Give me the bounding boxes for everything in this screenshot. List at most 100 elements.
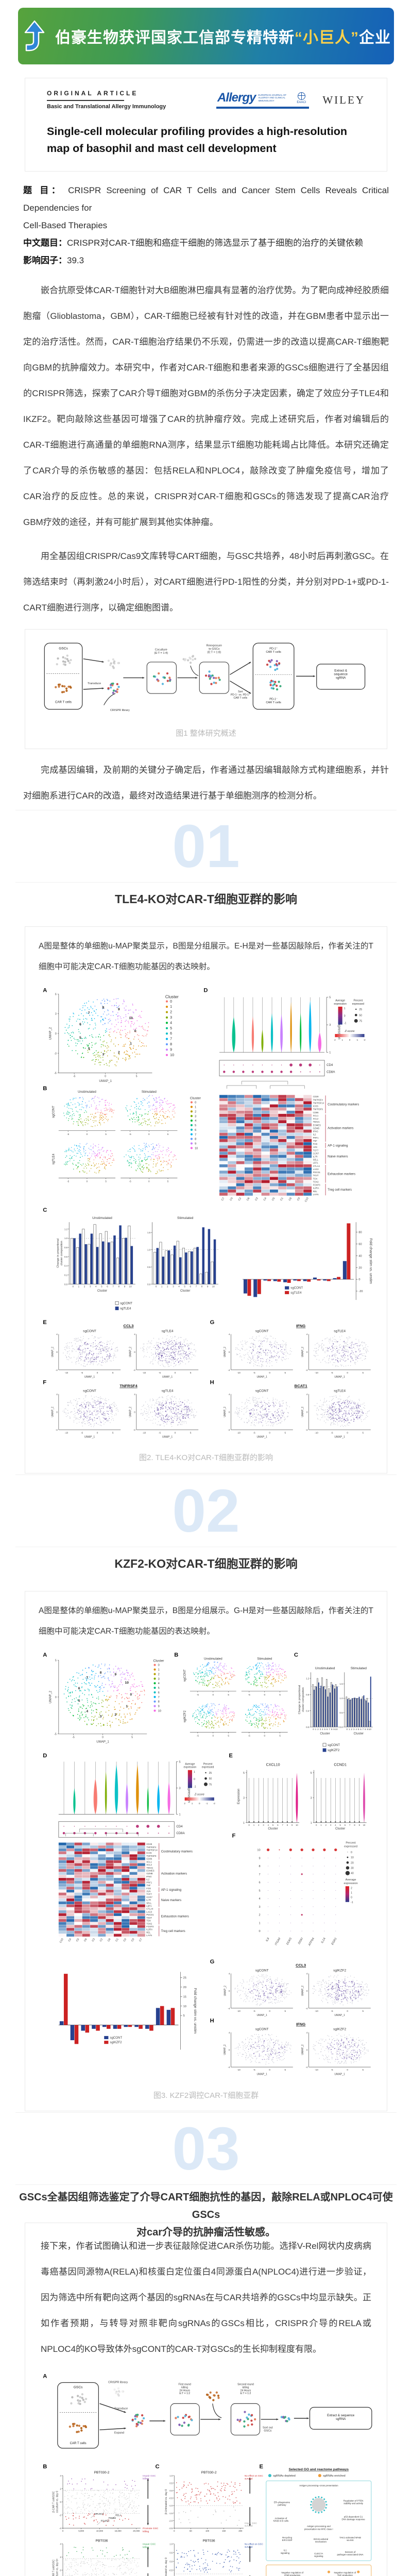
svg-text:Transduce: Transduce bbox=[88, 682, 101, 685]
svg-text:1.0: 1.0 bbox=[147, 1248, 151, 1251]
svg-text:0.2: 0.2 bbox=[64, 1274, 68, 1276]
svg-text:CAR T cells: CAR T cells bbox=[266, 701, 281, 704]
paper-meta: 题 目： CRISPR Screening of CAR T Cells and… bbox=[23, 182, 389, 269]
svg-text:-3: -3 bbox=[54, 1052, 57, 1055]
svg-text:UMAP_2: UMAP_2 bbox=[301, 1347, 304, 1358]
svg-text:FOS: FOS bbox=[313, 1143, 318, 1145]
svg-text:6: 6 bbox=[55, 993, 57, 996]
svg-text:2: 2 bbox=[170, 1010, 172, 1014]
svg-text:FOXP3: FOXP3 bbox=[313, 1183, 321, 1186]
svg-text:UMAP_1: UMAP_1 bbox=[162, 1376, 173, 1379]
svg-text:TCF7: TCF7 bbox=[313, 1149, 319, 1151]
svg-text:-5: -5 bbox=[81, 1371, 83, 1374]
svg-text:0: 0 bbox=[134, 1411, 135, 1413]
svg-text:1: 1 bbox=[78, 1285, 80, 1288]
svg-text:4: 4 bbox=[56, 1333, 58, 1335]
svg-text:5: 5 bbox=[362, 1371, 364, 1374]
svg-text:sgTLE4: sgTLE4 bbox=[52, 1153, 56, 1164]
svg-text:-10: -10 bbox=[143, 1371, 146, 1374]
svg-text:0: 0 bbox=[175, 1371, 176, 1374]
svg-text:2: 2 bbox=[195, 1110, 196, 1113]
section-03-title: GSCs全基因组筛选鉴定了介导CART细胞抗性的基因，敲除RELA或NPLOC4… bbox=[19, 2192, 393, 2239]
svg-text:-1: -1 bbox=[344, 1022, 347, 1025]
svg-text:CTLA4: CTLA4 bbox=[313, 1165, 320, 1167]
svg-text:C7: C7 bbox=[221, 1197, 226, 1201]
svg-text:5: 5 bbox=[167, 1180, 169, 1183]
svg-text:UMAP_2: UMAP_2 bbox=[129, 1347, 132, 1358]
svg-text:sgCONT: sgCONT bbox=[120, 1301, 132, 1305]
svg-text:XCL1: XCL1 bbox=[313, 1114, 319, 1117]
svg-text:0: 0 bbox=[97, 1431, 98, 1434]
svg-text:3: 3 bbox=[195, 1115, 196, 1118]
svg-text:Costimulatory markers: Costimulatory markers bbox=[328, 1103, 359, 1107]
impact-factor: 39.3 bbox=[67, 255, 84, 265]
figure3-description: A图是整体的单细胞u-MAP聚类显示，B图是分组展示。G-H是对一些基因敲除后，… bbox=[39, 1606, 373, 1636]
svg-text:PD-1⁻: PD-1⁻ bbox=[269, 698, 278, 701]
svg-text:PD-1⁻ vs. PD-1⁺: PD-1⁻ vs. PD-1⁺ bbox=[231, 693, 250, 697]
svg-text:40: 40 bbox=[358, 1255, 362, 1258]
svg-text:8: 8 bbox=[170, 1042, 172, 1046]
svg-text:expression: expression bbox=[334, 1003, 347, 1006]
svg-text:20: 20 bbox=[358, 1266, 362, 1269]
svg-text:0: 0 bbox=[87, 1133, 88, 1136]
svg-text:UMAP_2: UMAP_2 bbox=[49, 1027, 53, 1040]
svg-text:SELL: SELL bbox=[313, 1158, 319, 1161]
svg-text:5: 5 bbox=[195, 1124, 196, 1127]
svg-text:Stimulated: Stimulated bbox=[142, 1090, 157, 1094]
svg-text:-4: -4 bbox=[56, 1369, 58, 1371]
svg-text:GZMB: GZMB bbox=[313, 1127, 319, 1129]
svg-text:expressed: expressed bbox=[352, 1003, 365, 1006]
svg-text:4: 4 bbox=[195, 1120, 196, 1123]
svg-text:UMAP_1: UMAP_1 bbox=[84, 1435, 95, 1438]
svg-text:0: 0 bbox=[170, 999, 172, 1004]
promo-banner[interactable]: 伯豪生物获评国家工信部专精特新“小巨人”企业 bbox=[18, 8, 394, 64]
svg-text:0: 0 bbox=[306, 1351, 308, 1353]
meta-title-en: CRISPR Screening of CAR T Cells and Canc… bbox=[23, 185, 389, 213]
article-type: ORIGINAL ARTICLE bbox=[47, 90, 139, 97]
svg-text:4: 4 bbox=[306, 1333, 308, 1335]
svg-text:Cluster: Cluster bbox=[190, 1096, 201, 1100]
svg-text:0.8: 0.8 bbox=[64, 1246, 68, 1249]
svg-text:10: 10 bbox=[212, 1285, 215, 1288]
svg-text:1: 1 bbox=[170, 1005, 172, 1009]
svg-text:GSCs: GSCs bbox=[59, 647, 68, 650]
svg-text:LAYN: LAYN bbox=[313, 1193, 319, 1196]
svg-text:7: 7 bbox=[170, 1037, 172, 1041]
svg-text:-5: -5 bbox=[159, 1431, 161, 1434]
svg-text:1.0: 1.0 bbox=[64, 1237, 68, 1240]
svg-text:2: 2 bbox=[167, 1285, 168, 1288]
svg-text:-4: -4 bbox=[56, 1429, 58, 1431]
svg-text:IL7R: IL7R bbox=[313, 1155, 318, 1158]
journal-name: Allergy bbox=[217, 91, 256, 105]
figure4-image[interactable]: A GSCs CAR T cells CRISPR library Transduce E… bbox=[37, 2369, 375, 2576]
svg-text:-5: -5 bbox=[159, 1371, 161, 1374]
svg-text:5: 5 bbox=[329, 996, 331, 999]
svg-text:IFNG: IFNG bbox=[313, 1130, 318, 1132]
svg-text:7: 7 bbox=[112, 1285, 114, 1288]
section-01-title: TLE4-KO对CAR-T细胞亚群的影响 bbox=[115, 892, 297, 906]
svg-text:UMAP_2: UMAP_2 bbox=[52, 1347, 55, 1358]
figure3-image[interactable]: A -5 0 5 -5 0 5 UMAP_1 UMAP_2 0 1 2 3 4 5 6 7 8 9 10 Cluster… bbox=[37, 1647, 375, 2086]
svg-text:E: E bbox=[43, 1319, 47, 1326]
svg-text:CD8A: CD8A bbox=[327, 1070, 335, 1074]
svg-text:-5: -5 bbox=[331, 1371, 334, 1374]
svg-text:B: B bbox=[43, 1086, 47, 1092]
svg-text:0: 0 bbox=[148, 1180, 150, 1183]
svg-text:5: 5 bbox=[190, 1431, 192, 1434]
svg-text:CRISPR library: CRISPR library bbox=[110, 708, 130, 711]
svg-text:3: 3 bbox=[102, 1053, 105, 1056]
svg-text:8: 8 bbox=[118, 1285, 120, 1288]
svg-text:-5: -5 bbox=[67, 1180, 70, 1183]
svg-text:sgCONT: sgCONT bbox=[255, 1389, 269, 1393]
svg-text:PD-1⁺: PD-1⁺ bbox=[269, 647, 278, 650]
svg-text:5: 5 bbox=[136, 1075, 138, 1078]
svg-text:-10: -10 bbox=[143, 1431, 146, 1434]
figure1-workflow-image[interactable]: GSCs CAR T cells Transduce CRISPR library Co… bbox=[37, 637, 375, 723]
figure2-image[interactable]: A -6 -3 0 3 6 -5 0 5 UMAP_1 UMAP_2 0 1 2 3 4 5 6 7 8 9 10 Clus… bbox=[37, 982, 375, 1448]
svg-text:0: 0 bbox=[55, 1032, 57, 1036]
svg-text:C: C bbox=[43, 1207, 47, 1213]
svg-text:(E:T = 1:4): (E:T = 1:4) bbox=[154, 652, 168, 655]
svg-text:-6: -6 bbox=[54, 1072, 57, 1075]
svg-text:UMAP_1: UMAP_1 bbox=[334, 1376, 345, 1379]
svg-text:9: 9 bbox=[170, 1047, 172, 1052]
